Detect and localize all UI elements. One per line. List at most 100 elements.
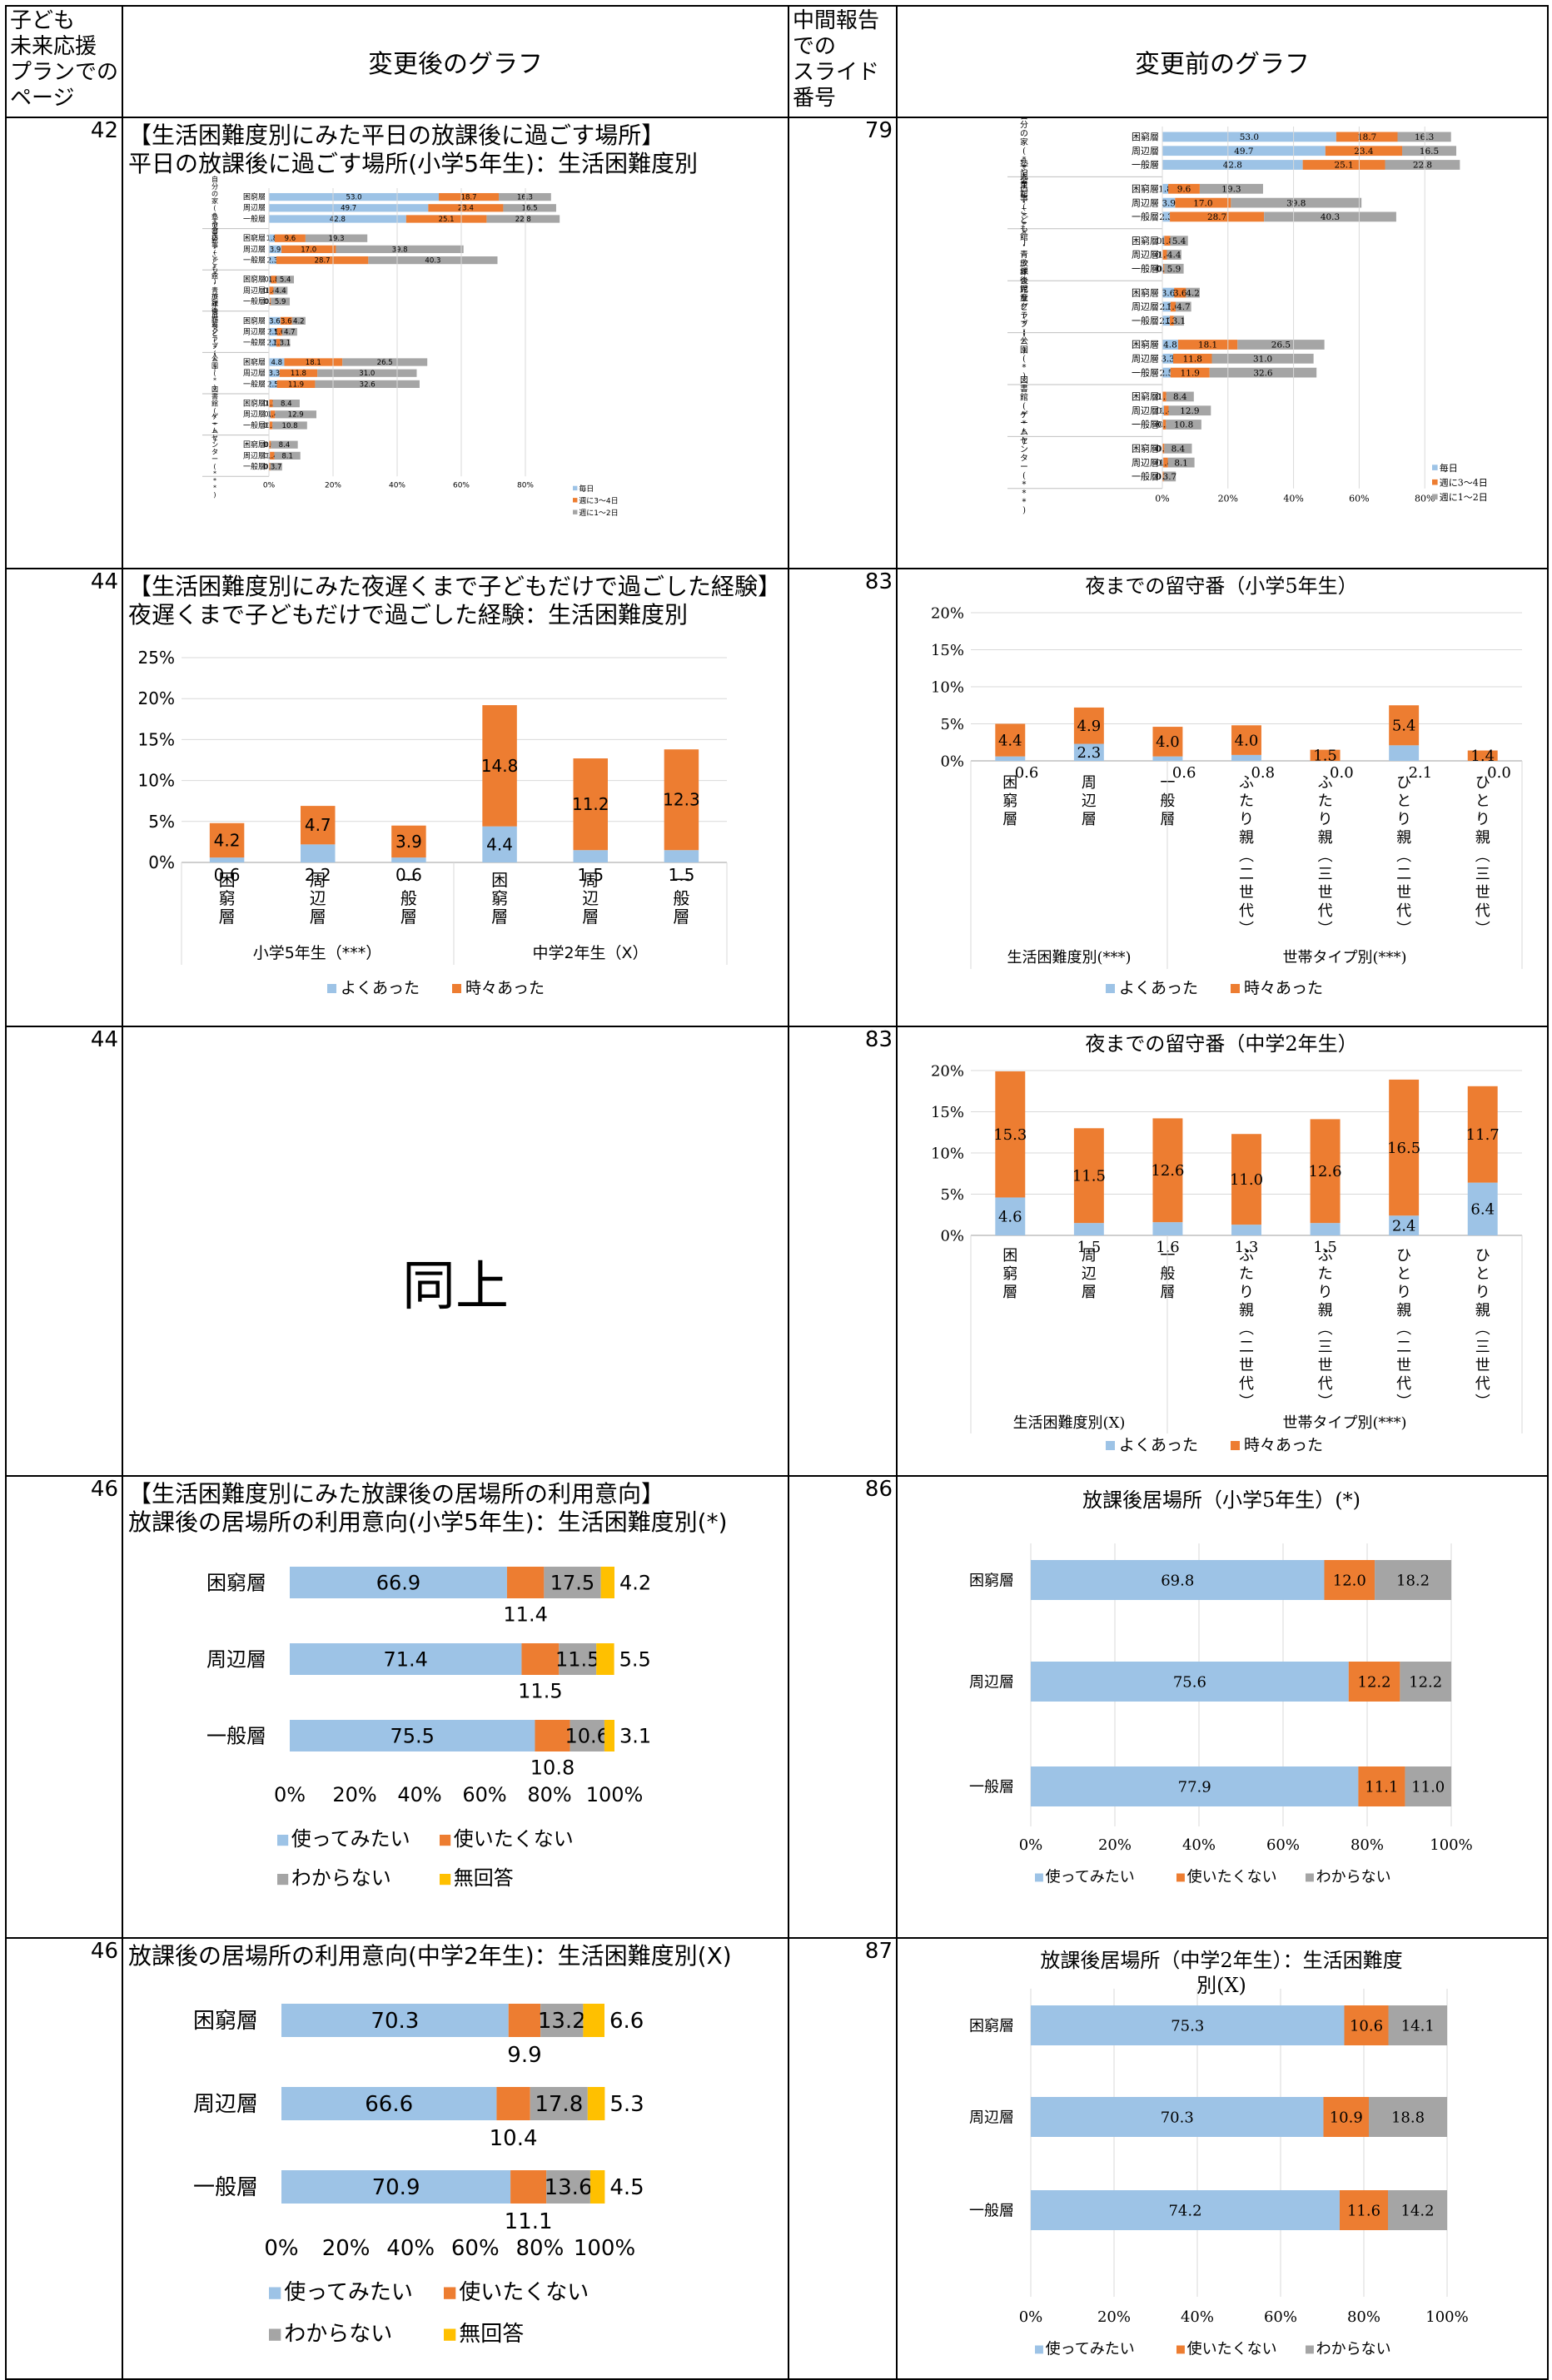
data-label: 3.1: [280, 340, 291, 348]
bar-segment: [1162, 353, 1174, 364]
bar-segment: [270, 410, 276, 419]
category-label: 層: [673, 907, 689, 927]
category-label: り: [1318, 1284, 1333, 1301]
bar-segment: [1162, 301, 1171, 312]
bar-segment: [1073, 743, 1104, 761]
group-label: 館: [1020, 284, 1028, 295]
category-label: 世: [1318, 884, 1333, 902]
data-label: 0.6: [395, 865, 422, 885]
tick-label: 0%: [263, 481, 276, 489]
tick-label: 20%: [1218, 494, 1238, 504]
row-label: 一般層: [243, 296, 266, 306]
group-label: ): [1022, 372, 1026, 381]
row-4: 46 【生活困難度別にみた放課後の居場所の利用意向】 放課後の居場所の利用意向(…: [5, 1475, 1549, 1939]
bar-segment: [1211, 353, 1314, 364]
group-label: 児: [1020, 171, 1028, 181]
group-label: ラ: [1020, 311, 1028, 320]
group-label: 園: [1020, 345, 1028, 355]
category-label: 世: [1318, 1357, 1333, 1374]
bar-segment: [1162, 420, 1166, 430]
data-label: 8.4: [281, 400, 292, 409]
legend-label: よくあった: [1119, 1436, 1198, 1454]
bar-segment: [276, 380, 316, 389]
data-label: 11.6: [1347, 2202, 1380, 2219]
tick-label: 0%: [1155, 494, 1169, 504]
bar-segment: [269, 440, 271, 449]
row-label: 一般層: [1132, 471, 1159, 482]
group-label: ゲ: [1020, 410, 1028, 420]
row-label: 周辺層: [243, 204, 266, 213]
bar-segment: [664, 749, 699, 851]
group-label: 塾: [211, 212, 218, 221]
tick-label: 40%: [1182, 1836, 1216, 1854]
data-label: 10.6: [1350, 2017, 1383, 2035]
legend-swatch: [1231, 1441, 1240, 1450]
bar-segment: [1388, 2005, 1447, 2045]
category-label: 周: [582, 870, 599, 890]
row-label: 困窮層: [1132, 339, 1159, 350]
data-label: 14.2: [1400, 2202, 1434, 2219]
group-label: ): [1022, 506, 1026, 515]
data-label: 3.7: [1163, 472, 1177, 482]
data-label: 4.4: [275, 287, 286, 296]
category-label: ︵: [1318, 1320, 1333, 1338]
data-label: 19.3: [1221, 184, 1241, 194]
data-label: 4.7: [1176, 302, 1191, 312]
data-label: 25.1: [1334, 161, 1353, 171]
data-label: 0.6: [214, 865, 241, 885]
bar-segment: [1163, 263, 1165, 274]
bar-segment: [1162, 391, 1166, 402]
before-chart-cell: 困窮層 69.8 12.0 18.2 周辺層 75.6 12.2 12.2 一般層 77.9 11.…: [896, 1475, 1549, 1939]
data-label: 12.0: [1333, 1572, 1366, 1589]
group-label: ど: [211, 257, 218, 266]
data-label: 22.8: [1413, 161, 1432, 171]
night-alone-middle-chart-before: 夜までの留守番（中学2年生） 0% 5% 10% 15% 20% 4.6 15.3 困窮層 1.5…: [931, 1032, 1523, 1454]
data-label: 11.9: [1181, 368, 1200, 378]
tick-label: 80%: [527, 1783, 571, 1806]
before-chart-cell: 夜までの留守番（小学5年生） 0% 5% 10% 15% 20% 0.6 4.4 困窮層 2.3 4…: [896, 568, 1549, 1027]
chart-title: 別(X): [1196, 1974, 1246, 1997]
data-label: 2.5: [1160, 368, 1174, 378]
group-label: ): [1022, 181, 1026, 191]
tick-label: 20%: [1098, 1836, 1132, 1854]
category-label: ︶: [1239, 921, 1254, 938]
row-5: 46 放課後の居場所の利用意向(中学2年生)：生活困難度別(X) 困窮層 70.3…: [5, 1937, 1549, 2380]
bar-segment: [301, 844, 336, 862]
tick-label: 40%: [1181, 2308, 1214, 2326]
row-label: 一般層: [1132, 420, 1159, 430]
group-label: 年: [211, 301, 218, 309]
data-label: 1.4: [266, 452, 278, 460]
bar-segment: [1231, 1225, 1261, 1235]
bar-segment: [1152, 756, 1183, 761]
data-label: 18.1: [1198, 340, 1217, 350]
bar-segment: [1397, 132, 1451, 142]
bar-segment: [269, 245, 282, 254]
data-label: 12.9: [288, 411, 304, 420]
category-label: ひ: [1475, 774, 1490, 792]
group-label: 家: [1020, 137, 1028, 147]
group-label: ・: [1020, 242, 1028, 251]
group-label: *: [213, 375, 216, 384]
data-label: 17.8: [535, 2092, 583, 2117]
bar-segment: [209, 822, 245, 858]
data-label: 2.3: [1077, 744, 1102, 762]
category-label: 層: [582, 907, 599, 927]
tick-label: 60%: [1264, 2308, 1297, 2326]
bar-segment: [1152, 727, 1183, 757]
row-label: 困窮層: [243, 357, 266, 367]
group-label: も: [1020, 224, 1028, 234]
data-label: 0.8: [1251, 764, 1275, 782]
data-label: 0.6: [1015, 764, 1039, 782]
group-label: (: [213, 248, 216, 256]
legend-swatch: [444, 2328, 456, 2341]
legend-label: わからない: [1316, 2340, 1391, 2358]
category-label: ︶: [1396, 1394, 1411, 1411]
title-line: 放課後の居場所の利用意向(小学5年生)：生活困難度別(*): [128, 1508, 728, 1536]
bar-segment: [1168, 183, 1200, 194]
row-label: 周辺層: [243, 328, 266, 337]
bar-segment: [1389, 1079, 1420, 1216]
group-label: 小学5年生（***）: [253, 944, 382, 962]
data-label: 4.7: [284, 329, 296, 337]
legend-label: 週に3～4日: [1440, 478, 1488, 489]
row-label: 一般層: [1132, 367, 1159, 378]
